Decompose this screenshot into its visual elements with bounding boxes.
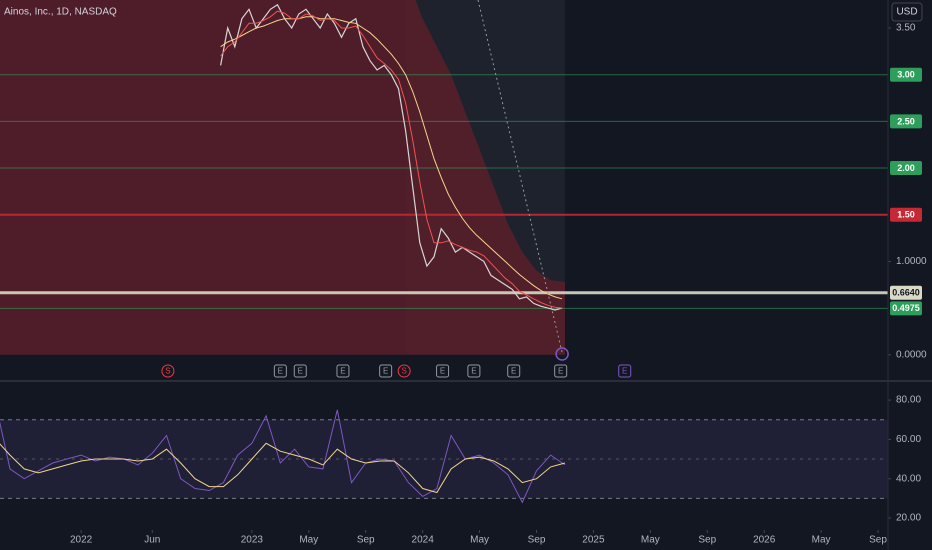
ma-line — [220, 10, 563, 309]
y-tick-label: 60.00 — [896, 434, 921, 445]
y-tick-label: 80.00 — [896, 395, 921, 406]
event-label: E — [511, 367, 516, 376]
event-marker — [436, 364, 450, 378]
x-tick-label: Sep — [528, 535, 546, 546]
event-marker — [379, 364, 393, 378]
trend-line — [477, 0, 563, 353]
x-tick-label: Jun — [144, 535, 160, 546]
ma-line — [0, 442, 566, 494]
y-tick-label: 1.0000 — [896, 256, 927, 267]
price-line — [220, 3, 563, 311]
x-tick-label: Sep — [357, 535, 375, 546]
event-marker — [507, 364, 521, 378]
currency-button[interactable] — [891, 2, 923, 22]
x-tick-label: 2026 — [753, 535, 776, 546]
event-label: E — [471, 367, 476, 376]
x-tick-label: 2023 — [241, 535, 264, 546]
event-label: E — [340, 367, 345, 376]
overlay: 3.00 2.50 2.00 1.50 0.6640 0.4975 3.50 1.0000 0.… — [70, 23, 927, 546]
event-label: E — [383, 367, 388, 376]
x-tick-label: 2022 — [70, 535, 93, 546]
event-marker — [273, 364, 287, 378]
level-label: 0.6640 — [892, 288, 920, 298]
x-tick-label: May — [812, 535, 831, 546]
level-label: 2.00 — [897, 163, 915, 173]
x-tick-label: 2025 — [582, 535, 605, 546]
event-label: S — [401, 367, 406, 376]
rsi-band — [0, 419, 888, 499]
y-tick-label: 40.00 — [896, 473, 921, 484]
level-badge — [890, 161, 922, 176]
level-label: 3.00 — [897, 70, 915, 80]
price-line — [0, 409, 566, 504]
level-label: 2.50 — [897, 116, 915, 126]
event-label: E — [278, 367, 283, 376]
event-marker — [397, 364, 411, 378]
level-badge — [890, 114, 922, 129]
level-label: 0.4975 — [892, 303, 920, 313]
event-marker — [293, 364, 307, 378]
y-tick-label: 0.0000 — [896, 349, 927, 360]
level-label: 1.50 — [897, 210, 915, 220]
ma-line — [220, 16, 563, 300]
event-label: E — [622, 367, 627, 376]
level-badge — [890, 285, 922, 300]
level-badge — [890, 207, 922, 222]
event-marker — [554, 364, 568, 378]
x-tick-label: 2024 — [412, 535, 435, 546]
event-marker — [618, 364, 632, 378]
level-badge — [890, 67, 922, 82]
event-label: S — [165, 367, 170, 376]
event-label: E — [298, 367, 303, 376]
x-tick-label: Sep — [698, 535, 716, 546]
event-marker — [467, 364, 481, 378]
x-tick-label: May — [641, 535, 660, 546]
y-tick-label: 3.50 — [896, 23, 916, 34]
x-tick-label: May — [470, 535, 489, 546]
event-marker — [336, 364, 350, 378]
x-tick-label: Sep — [869, 535, 887, 546]
x-tick-label: May — [299, 535, 318, 546]
event-marker — [161, 364, 175, 378]
envelope-area — [0, 0, 565, 355]
level-badge — [890, 301, 922, 316]
currency[interactable]: USD — [896, 7, 917, 18]
last-point-marker — [555, 347, 569, 361]
event-label: E — [440, 367, 445, 376]
price-pane — [0, 0, 888, 355]
y-tick-label: 20.00 — [896, 513, 921, 524]
rsi-pane — [0, 409, 888, 504]
event-label: E — [558, 367, 563, 376]
chart-title: Ainos, Inc., 1D, NASDAQ — [4, 7, 117, 18]
